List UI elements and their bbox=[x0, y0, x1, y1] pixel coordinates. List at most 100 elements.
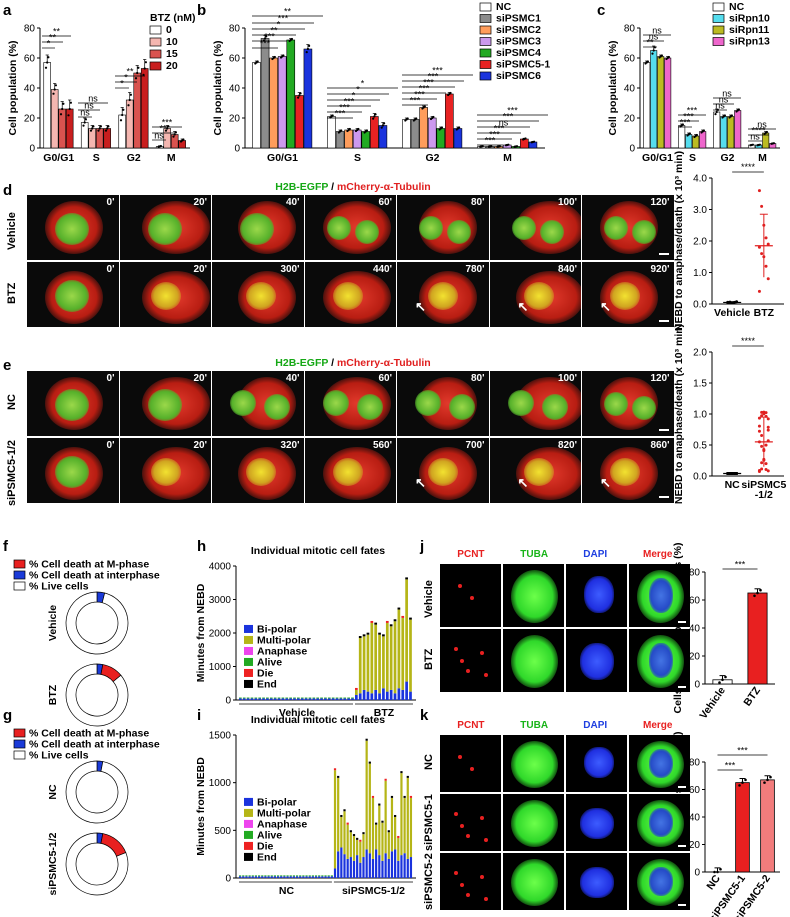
x-tick-label: G0/G1 bbox=[642, 152, 673, 164]
fate-bar-bipolar bbox=[245, 876, 248, 878]
data-point bbox=[757, 416, 761, 420]
data-dot bbox=[122, 108, 125, 111]
micrograph-tile: ↖ 840' bbox=[489, 262, 581, 327]
fate-bar-alive bbox=[286, 875, 289, 877]
fate-bar-bipolar bbox=[349, 857, 352, 878]
fate-bar-alive bbox=[320, 697, 323, 699]
significance-label: *** bbox=[260, 39, 271, 49]
x-tick-label: BTZ bbox=[754, 307, 775, 319]
y-axis-label: Cell population (%) bbox=[212, 40, 224, 135]
micrograph-tile: 440' bbox=[304, 262, 396, 327]
time-label: 100' bbox=[557, 373, 577, 384]
data-dot bbox=[127, 104, 130, 107]
fate-bar-end bbox=[378, 632, 381, 635]
fate-bar-alive bbox=[335, 697, 339, 699]
fate-bar-bipolar bbox=[370, 693, 374, 700]
fate-bar-alive bbox=[261, 875, 264, 877]
fate-bar-end bbox=[387, 830, 390, 833]
fate-bar-multipolar bbox=[409, 619, 412, 692]
data-dot bbox=[383, 122, 386, 125]
y-tick-label: 3.0 bbox=[693, 205, 707, 216]
fate-bar-bipolar bbox=[239, 876, 242, 878]
fate-bar-bipolar bbox=[289, 698, 292, 700]
data-point bbox=[726, 472, 730, 476]
data-dot bbox=[667, 55, 671, 59]
data-dot bbox=[507, 143, 510, 146]
legend-swatch bbox=[479, 48, 492, 58]
fate-bar-bipolar bbox=[269, 698, 273, 700]
data-point bbox=[762, 457, 766, 461]
panel-letter-j: j bbox=[419, 538, 424, 555]
fate-bar-alive bbox=[292, 875, 295, 877]
data-dot bbox=[82, 124, 85, 127]
fate-bar-bipolar bbox=[362, 857, 365, 878]
fate-bar-bipolar bbox=[337, 851, 340, 878]
data-dot bbox=[730, 114, 734, 117]
x-tick-label: M bbox=[167, 152, 176, 164]
data-dot bbox=[159, 144, 162, 148]
nucleus bbox=[230, 389, 256, 416]
time-label: 20' bbox=[193, 373, 207, 384]
y-tick-label: 0.5 bbox=[693, 441, 707, 452]
fate-bar-alive bbox=[312, 697, 316, 699]
chromatin bbox=[580, 643, 614, 680]
fate-bar-multipolar bbox=[368, 763, 371, 854]
chromosome-mass bbox=[610, 457, 640, 486]
nucleus bbox=[632, 395, 656, 420]
y-tick-label: 4000 bbox=[209, 562, 232, 573]
if-tile-merge bbox=[629, 794, 690, 851]
channel-header: PCNT bbox=[457, 720, 485, 731]
x-tick-label: -1/2 bbox=[755, 489, 773, 501]
data-dot bbox=[458, 126, 461, 129]
fate-bar-multipolar bbox=[401, 617, 405, 690]
data-dot bbox=[52, 92, 55, 95]
data-point bbox=[766, 417, 770, 421]
nucleus bbox=[55, 388, 89, 421]
bar-0 bbox=[118, 114, 126, 149]
fate-bar-bipolar bbox=[358, 693, 362, 700]
bar-siRpn11 bbox=[727, 116, 735, 149]
legend-label: siPSMC6 bbox=[496, 70, 541, 82]
fate-bar-alive bbox=[239, 697, 242, 699]
legend-swatch bbox=[149, 37, 162, 47]
time-label: 40' bbox=[285, 373, 300, 384]
fate-bar-multipolar bbox=[349, 832, 352, 858]
significance-label: ** bbox=[53, 27, 61, 37]
nucleus bbox=[604, 391, 628, 416]
legend-label: % Cell death at M-phase bbox=[29, 728, 149, 740]
x-tick-label: G2 bbox=[720, 152, 734, 164]
chromosome-mass bbox=[332, 457, 363, 486]
time-label: 120' bbox=[650, 373, 670, 384]
legend-swatch bbox=[244, 841, 253, 850]
significance-label: *** bbox=[432, 66, 443, 76]
data-dot bbox=[282, 54, 285, 57]
y-tick-label: 1.0 bbox=[693, 268, 707, 279]
fate-bar-bipolar bbox=[242, 876, 245, 878]
fate-bar-alive bbox=[270, 875, 273, 877]
x-tick-label: BTZ bbox=[741, 684, 763, 708]
legend-label: NC bbox=[729, 1, 745, 13]
fate-bar-alive bbox=[347, 697, 350, 699]
legend-label: Anaphase bbox=[257, 818, 307, 830]
data-dot bbox=[134, 77, 138, 80]
chromatin bbox=[584, 747, 614, 778]
fate-bar-multipolar bbox=[340, 816, 343, 848]
legend-label: Bi-polar bbox=[257, 623, 297, 635]
y-tick-label: 20 bbox=[24, 114, 36, 125]
time-label: 920' bbox=[650, 264, 670, 275]
fate-bar-bipolar bbox=[251, 876, 254, 878]
bar-0 bbox=[43, 62, 51, 149]
channel-header: DAPI bbox=[583, 720, 608, 731]
data-dot bbox=[340, 129, 343, 132]
data-dot bbox=[524, 137, 527, 140]
significance-label: ** bbox=[646, 38, 654, 48]
panel-letter-c: c bbox=[597, 2, 605, 19]
centrosome-spot bbox=[480, 875, 484, 879]
significance-label: *** bbox=[410, 96, 421, 106]
bar-siPSMC5-1 bbox=[520, 138, 529, 149]
centrosome-spot bbox=[460, 659, 464, 663]
bar-15 bbox=[170, 134, 179, 149]
if-tile-pcnt bbox=[440, 794, 501, 851]
fate-bar-bipolar bbox=[362, 689, 366, 700]
fate-bar-multipolar bbox=[397, 609, 401, 689]
